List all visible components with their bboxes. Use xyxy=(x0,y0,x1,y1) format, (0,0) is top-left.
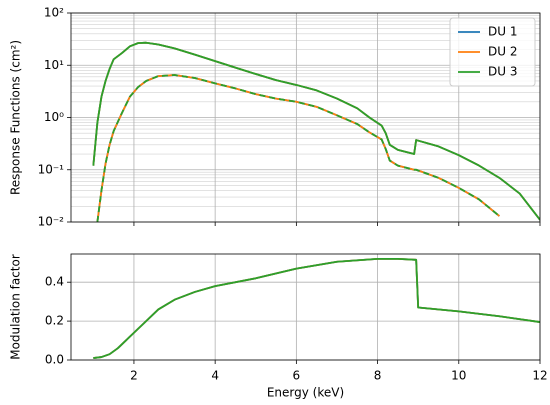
plot-lines xyxy=(93,257,540,359)
plot-lines xyxy=(92,41,540,222)
y-tick-label: 10⁰ xyxy=(44,110,64,124)
legend-label: DU 1 xyxy=(488,25,517,39)
legend: DU 1 DU 2 DU 3 xyxy=(449,17,536,87)
series-line xyxy=(96,74,500,222)
series-line xyxy=(92,41,540,221)
y-tick-label: 10² xyxy=(44,6,64,20)
series-line xyxy=(96,74,500,222)
x-axis-label: Energy (keV) xyxy=(267,386,344,400)
x-tick-label: 6 xyxy=(293,369,301,383)
plot-frame xyxy=(70,12,541,223)
plot-frame xyxy=(70,253,541,361)
y-axis-label: Modulation factor xyxy=(9,254,23,360)
y-tick-label: 0.0 xyxy=(45,353,64,367)
y-tick-label: 10⁻¹ xyxy=(38,162,65,176)
x-tick-label: 2 xyxy=(130,369,138,383)
legend-label: DU 3 xyxy=(488,65,517,79)
series-line xyxy=(96,74,500,222)
x-tick-label: 10 xyxy=(451,369,466,383)
legend-box xyxy=(449,17,536,87)
x-tick-label: 4 xyxy=(211,369,219,383)
legend-label: DU 2 xyxy=(488,45,517,59)
y-axis-label: Response Functions (cm²) xyxy=(9,40,23,195)
y-tick-label: 0.4 xyxy=(45,275,64,289)
y-tick-label: 0.2 xyxy=(45,314,64,328)
series-line xyxy=(93,257,540,359)
y-tick-label: 10⁻² xyxy=(38,215,65,229)
x-tick-label: 8 xyxy=(374,369,382,383)
y-tick-label: 10¹ xyxy=(44,58,64,72)
x-tick-label: 12 xyxy=(532,369,547,383)
